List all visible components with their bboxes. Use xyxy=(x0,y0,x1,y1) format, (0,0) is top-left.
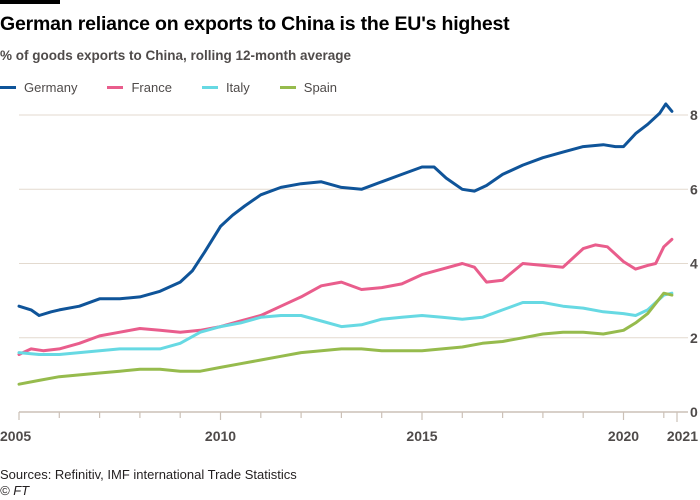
y-tick-label: 6 xyxy=(690,181,698,197)
series-line-france xyxy=(17,237,674,356)
legend-item-germany: Germany xyxy=(0,80,77,95)
series-line-germany xyxy=(17,102,674,317)
y-tick-label: 0 xyxy=(690,404,698,420)
legend-item-spain: Spain xyxy=(279,80,338,95)
x-tick-label: 2020 xyxy=(608,428,639,444)
legend-label: Italy xyxy=(225,80,250,95)
x-tick-label: 2005 xyxy=(0,428,31,444)
legend-label: Germany xyxy=(24,80,78,95)
legend-swatch-italy xyxy=(201,86,218,89)
copyright: © FT xyxy=(0,483,30,498)
x-tick-label: 2021 xyxy=(667,428,698,444)
x-axis: 2005 2010 2015 2020 2021 xyxy=(0,411,698,444)
y-axis: 0 2 4 6 8 xyxy=(690,107,698,420)
y-tick-label: 8 xyxy=(690,107,698,123)
y-tick-label: 4 xyxy=(690,256,698,272)
legend-item-france: France xyxy=(107,80,172,95)
series-lines xyxy=(17,102,674,386)
chart-title: German reliance on exports to China is t… xyxy=(0,13,510,35)
legend-swatch-germany xyxy=(0,86,16,89)
legend-swatch-france xyxy=(107,86,124,89)
legend-swatch-spain xyxy=(279,86,296,89)
line-chart: 0 2 4 6 8 2005 2010 2015 2020 2021 xyxy=(0,102,698,444)
source-note: Sources: Refinitiv, IMF international Tr… xyxy=(0,467,297,482)
gridlines xyxy=(19,114,688,339)
legend-item-italy: Italy xyxy=(201,80,250,95)
series-line-spain xyxy=(17,291,674,386)
ft-brand-bar xyxy=(0,0,60,4)
series-line-italy xyxy=(17,291,674,356)
y-tick-label: 2 xyxy=(690,330,698,346)
legend-label: France xyxy=(131,80,172,95)
legend: Germany France Italy Spain xyxy=(0,80,367,95)
chart-subtitle: % of goods exports to China, rolling 12-… xyxy=(0,48,352,63)
x-tick-label: 2015 xyxy=(406,428,437,444)
legend-label: Spain xyxy=(303,80,338,95)
x-tick-label: 2010 xyxy=(205,428,236,444)
